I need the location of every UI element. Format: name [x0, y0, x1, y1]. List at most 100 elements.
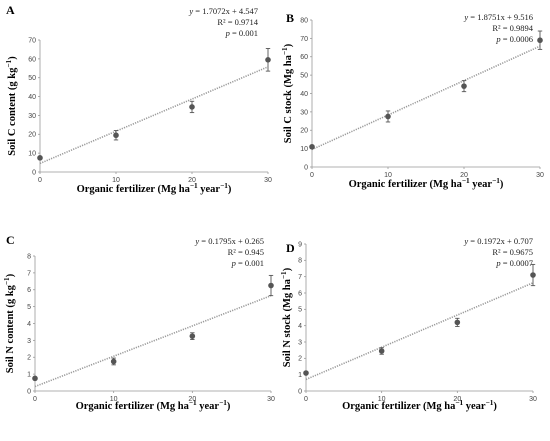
r-squared-label: R² = 0.9714	[217, 17, 258, 27]
y-tick-label: 0	[298, 388, 302, 395]
y-tick-label: 50	[28, 75, 36, 82]
panel-letter: A	[6, 3, 15, 17]
x-tick-label: 30	[529, 396, 537, 403]
data-point	[309, 143, 315, 150]
data-point	[265, 57, 271, 63]
trend-line	[39, 66, 269, 165]
y-tick-label: 7	[27, 270, 31, 277]
y-tick-label: 3	[27, 338, 31, 345]
data-point	[303, 370, 309, 376]
x-tick-label: 10	[110, 396, 118, 403]
trend-line	[34, 294, 272, 388]
x-tick-label: 30	[267, 396, 275, 403]
y-tick-label: 7	[298, 274, 302, 281]
y-tick-label: 40	[28, 94, 36, 101]
panel-letter: C	[6, 233, 15, 247]
panel-letter: D	[286, 241, 295, 255]
p-value-label: p = 0.001	[225, 28, 258, 38]
data-point	[530, 272, 536, 278]
data-point	[461, 83, 467, 89]
data-point	[378, 348, 385, 354]
y-tick-label: 30	[300, 109, 308, 116]
y-tick-label: 20	[28, 132, 36, 139]
y-tick-label: 30	[28, 113, 36, 120]
y-axis-title: Soil N stock (Mg ha−1)	[279, 267, 294, 367]
y-tick-label: 2	[27, 355, 31, 362]
panel-b: B 0 10 20 30 40 50 60 70 80 0 10 20 30 y = 1.8751x + 9…	[280, 11, 544, 190]
regression-equation: y = 1.8751x + 9.516	[463, 12, 533, 22]
y-tick-label: 1	[27, 372, 31, 379]
x-tick-label: 20	[453, 396, 461, 403]
x-tick-label: 0	[33, 396, 37, 403]
x-axis-title: Organic fertilizer (Mg ha−1 year−1)	[77, 181, 232, 196]
y-tick-label: 40	[300, 91, 308, 98]
y-tick-label: 0	[27, 388, 31, 395]
y-tick-label: 80	[300, 17, 308, 24]
panel-d: D 0 1 2 3 4 5 6 7 8 9 0 10 20 30 y = 0.1972x + 0.707R² …	[279, 236, 537, 412]
data-point	[110, 358, 117, 365]
data-point	[537, 37, 543, 44]
y-tick-label: 4	[27, 321, 31, 328]
x-tick-label: 0	[310, 172, 314, 179]
y-tick-label: 5	[27, 304, 31, 311]
x-tick-label: 20	[188, 177, 196, 184]
data-point	[454, 319, 461, 326]
y-tick-label: 8	[298, 258, 302, 265]
x-axis-title: Organic fertilizer (Mg ha−1 year−1)	[76, 398, 231, 413]
y-tick-label: 5	[298, 307, 302, 314]
y-tick-label: 60	[28, 56, 36, 63]
y-tick-label: 50	[300, 73, 308, 80]
r-squared-label: R² = 0.9675	[492, 247, 533, 257]
y-tick-label: 2	[298, 356, 302, 363]
y-tick-label: 60	[300, 54, 308, 61]
y-tick-label: 70	[300, 36, 308, 43]
p-value-label: p = 0.0006	[495, 34, 533, 44]
x-tick-label: 10	[378, 396, 386, 403]
y-tick-label: 1	[298, 372, 302, 379]
y-tick-label: 0	[304, 164, 308, 171]
p-value-label: p = 0.001	[231, 258, 264, 268]
regression-equation: y = 0.1972x + 0.707	[463, 236, 533, 246]
regression-equation: y = 0.1795x + 0.265	[194, 236, 264, 246]
x-axis-title: Organic fertilizer (Mg ha−1 year−1)	[342, 398, 497, 413]
r-squared-label: R² = 0.945	[228, 247, 264, 257]
y-axis-title: Soil C stock (Mg ha−1)	[280, 43, 295, 143]
data-point	[189, 333, 196, 339]
x-axis-title: Organic fertilizer (Mg ha−1 year−1)	[349, 176, 504, 191]
data-point	[37, 155, 43, 161]
trend-line	[305, 282, 534, 381]
y-tick-label: 8	[27, 253, 31, 260]
p-value-label: p = 0.0007	[495, 258, 533, 268]
y-tick-label: 4	[298, 323, 302, 330]
data-point	[268, 282, 274, 289]
y-tick-label: 6	[27, 287, 31, 294]
y-tick-label: 9	[298, 241, 302, 248]
x-tick-label: 0	[304, 396, 308, 403]
panel-a: A 0 10 20 30 40 50 60 70 0 10 20 30 y = 1.7072x + 4.5…	[4, 3, 272, 195]
y-axis-title: Soil N content (g kg−1)	[2, 273, 17, 373]
x-tick-label: 20	[460, 172, 468, 179]
y-tick-label: 6	[298, 290, 302, 297]
y-tick-label: 10	[28, 151, 36, 158]
data-point	[32, 375, 38, 382]
y-tick-label: 70	[28, 37, 36, 44]
y-tick-label: 3	[298, 339, 302, 346]
trend-line	[311, 45, 541, 151]
x-tick-label: 10	[384, 172, 392, 179]
regression-equation: y = 1.7072x + 4.547	[188, 6, 258, 16]
y-axis-title: Soil C content (g kg−1)	[4, 56, 19, 156]
x-tick-label: 30	[536, 172, 544, 179]
x-tick-label: 0	[38, 177, 42, 184]
data-point	[189, 104, 195, 110]
panel-letter: B	[286, 11, 294, 25]
r-squared-label: R² = 0.9894	[492, 23, 533, 33]
x-tick-label: 30	[264, 177, 272, 184]
x-tick-label: 20	[188, 396, 196, 403]
y-tick-label: 10	[300, 146, 308, 153]
x-tick-label: 10	[112, 177, 120, 184]
data-point	[113, 132, 119, 139]
data-point	[385, 113, 391, 120]
y-tick-label: 20	[300, 128, 308, 135]
